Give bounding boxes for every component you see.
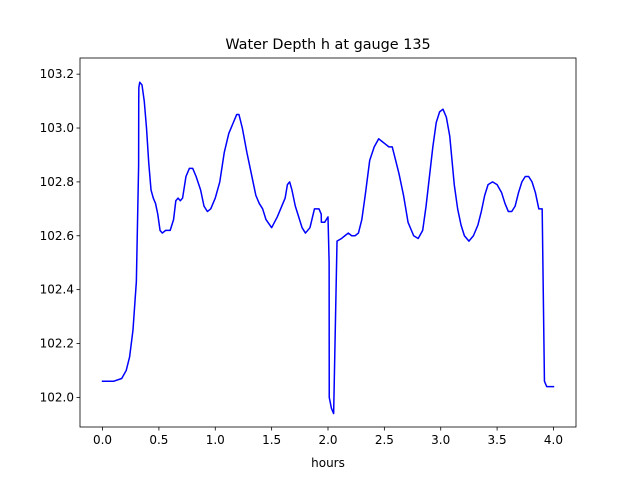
x-tick-label: 3.0 (431, 433, 450, 447)
x-tick-label: 4.0 (544, 433, 563, 447)
y-axis-ticks: 102.0 102.2 102.4 102.6 102.8 103.0 103.2 (40, 67, 80, 404)
y-tick-label: 103.2 (40, 67, 74, 81)
x-axis-label: hours (311, 456, 345, 470)
x-tick-label: 1.5 (262, 433, 281, 447)
x-tick-label: 3.5 (488, 433, 507, 447)
x-tick-label: 2.0 (318, 433, 337, 447)
plot-area: 0.0 0.5 1.0 1.5 2.0 2.5 3.0 3.5 4.0 102.0102.210… (40, 57, 577, 447)
y-tick-label: 102.0 (40, 390, 74, 404)
x-tick-label: 0.0 (93, 433, 112, 447)
y-tick-label: 102.2 (40, 337, 74, 351)
y-tick-label: 102.8 (40, 175, 74, 189)
x-axis-ticks: 0.0 0.5 1.0 1.5 2.0 2.5 3.0 3.5 4.0 (93, 427, 563, 447)
chart-title: Water Depth h at gauge 135 (225, 37, 430, 53)
y-tick-label: 103.0 (40, 121, 74, 135)
x-tick-label: 0.5 (149, 433, 168, 447)
x-tick-label: 2.5 (375, 433, 394, 447)
y-tick-label: 102.4 (40, 283, 74, 297)
series-layer (101, 81, 555, 415)
series-line (101, 81, 555, 415)
y-tick-label: 102.6 (40, 229, 74, 243)
x-tick-label: 1.0 (206, 433, 225, 447)
